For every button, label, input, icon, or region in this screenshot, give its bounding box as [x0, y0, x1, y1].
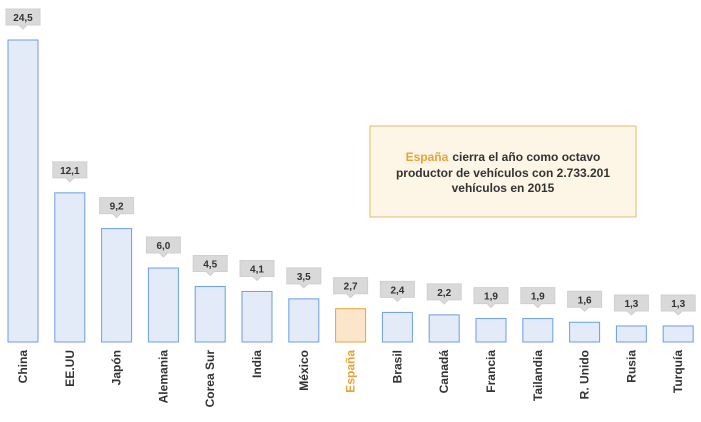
bar: [615, 325, 647, 343]
value-callout: [520, 287, 556, 309]
annotation-line: cierra el año como octavo: [452, 150, 600, 164]
value-label: 4,1: [250, 264, 264, 275]
value-callout: [99, 197, 135, 219]
value-label: 2,7: [344, 282, 358, 293]
x-tick-label: Corea Sur: [203, 350, 217, 408]
value-callout: [426, 283, 462, 305]
x-tick-label: Brasil: [390, 350, 404, 383]
bar: [475, 318, 507, 343]
value-label: 12,1: [60, 166, 80, 177]
value-label: 4,5: [203, 260, 217, 271]
bar: [54, 192, 86, 343]
bar: [381, 311, 413, 343]
value-label: 1,9: [531, 292, 545, 303]
annotation-box: [369, 125, 637, 218]
value-label: 24,5: [13, 13, 33, 24]
bar: [101, 228, 133, 343]
x-tick-label: EE.UU: [63, 350, 77, 387]
value-callout: [52, 161, 88, 183]
annotation-highlight: España: [406, 150, 449, 164]
x-tick-label: Tailandia: [531, 350, 545, 401]
x-tick-label: México: [297, 350, 311, 391]
value-callout: [286, 267, 322, 289]
value-label: 9,2: [110, 202, 124, 213]
value-label: 1,3: [624, 299, 638, 310]
value-callout: [333, 277, 369, 299]
annotation-text: vehículos en 2015: [452, 181, 555, 195]
annotation-text: productor de vehículos con 2.733.201: [396, 166, 610, 180]
value-callout: [379, 280, 415, 303]
x-tick-label: China: [16, 350, 30, 384]
x-tick-label: R. Unido: [578, 350, 592, 399]
bar: [194, 286, 226, 343]
x-tick-label: Francia: [484, 350, 498, 393]
x-tick-label: Canadá: [437, 350, 451, 394]
value-callout: [192, 255, 228, 277]
value-callout: [567, 290, 603, 312]
bar: [7, 39, 39, 343]
x-tick-label: Japón: [110, 350, 124, 385]
bar: [288, 298, 320, 343]
value-label: 2,4: [390, 285, 404, 296]
value-label: 1,6: [578, 295, 592, 306]
value-label: 2,2: [437, 288, 451, 299]
annotation-text: España cierra el año como octavo: [406, 150, 601, 164]
bar: [522, 318, 554, 343]
value-callout: [145, 236, 181, 258]
value-callout: [239, 259, 275, 282]
value-callout: [5, 8, 41, 30]
value-label: 3,5: [297, 272, 311, 283]
bar: [662, 325, 694, 343]
x-tick-label: Alemania: [156, 350, 170, 404]
bar: [147, 267, 179, 343]
x-tick-label: India: [250, 350, 264, 378]
value-label: 1,9: [484, 292, 498, 303]
bar: [569, 321, 601, 343]
value-callout: [613, 294, 649, 316]
value-label: 6,0: [156, 241, 170, 252]
bar: [428, 314, 460, 343]
bar: [335, 308, 367, 343]
x-tick-label: Rusia: [624, 350, 638, 383]
value-callout: [660, 294, 696, 316]
value-callout: [473, 287, 509, 309]
x-tick-label: España: [344, 350, 358, 393]
bar: [241, 290, 273, 343]
value-label: 1,3: [671, 299, 685, 310]
x-tick-label: Turquía: [671, 350, 685, 393]
